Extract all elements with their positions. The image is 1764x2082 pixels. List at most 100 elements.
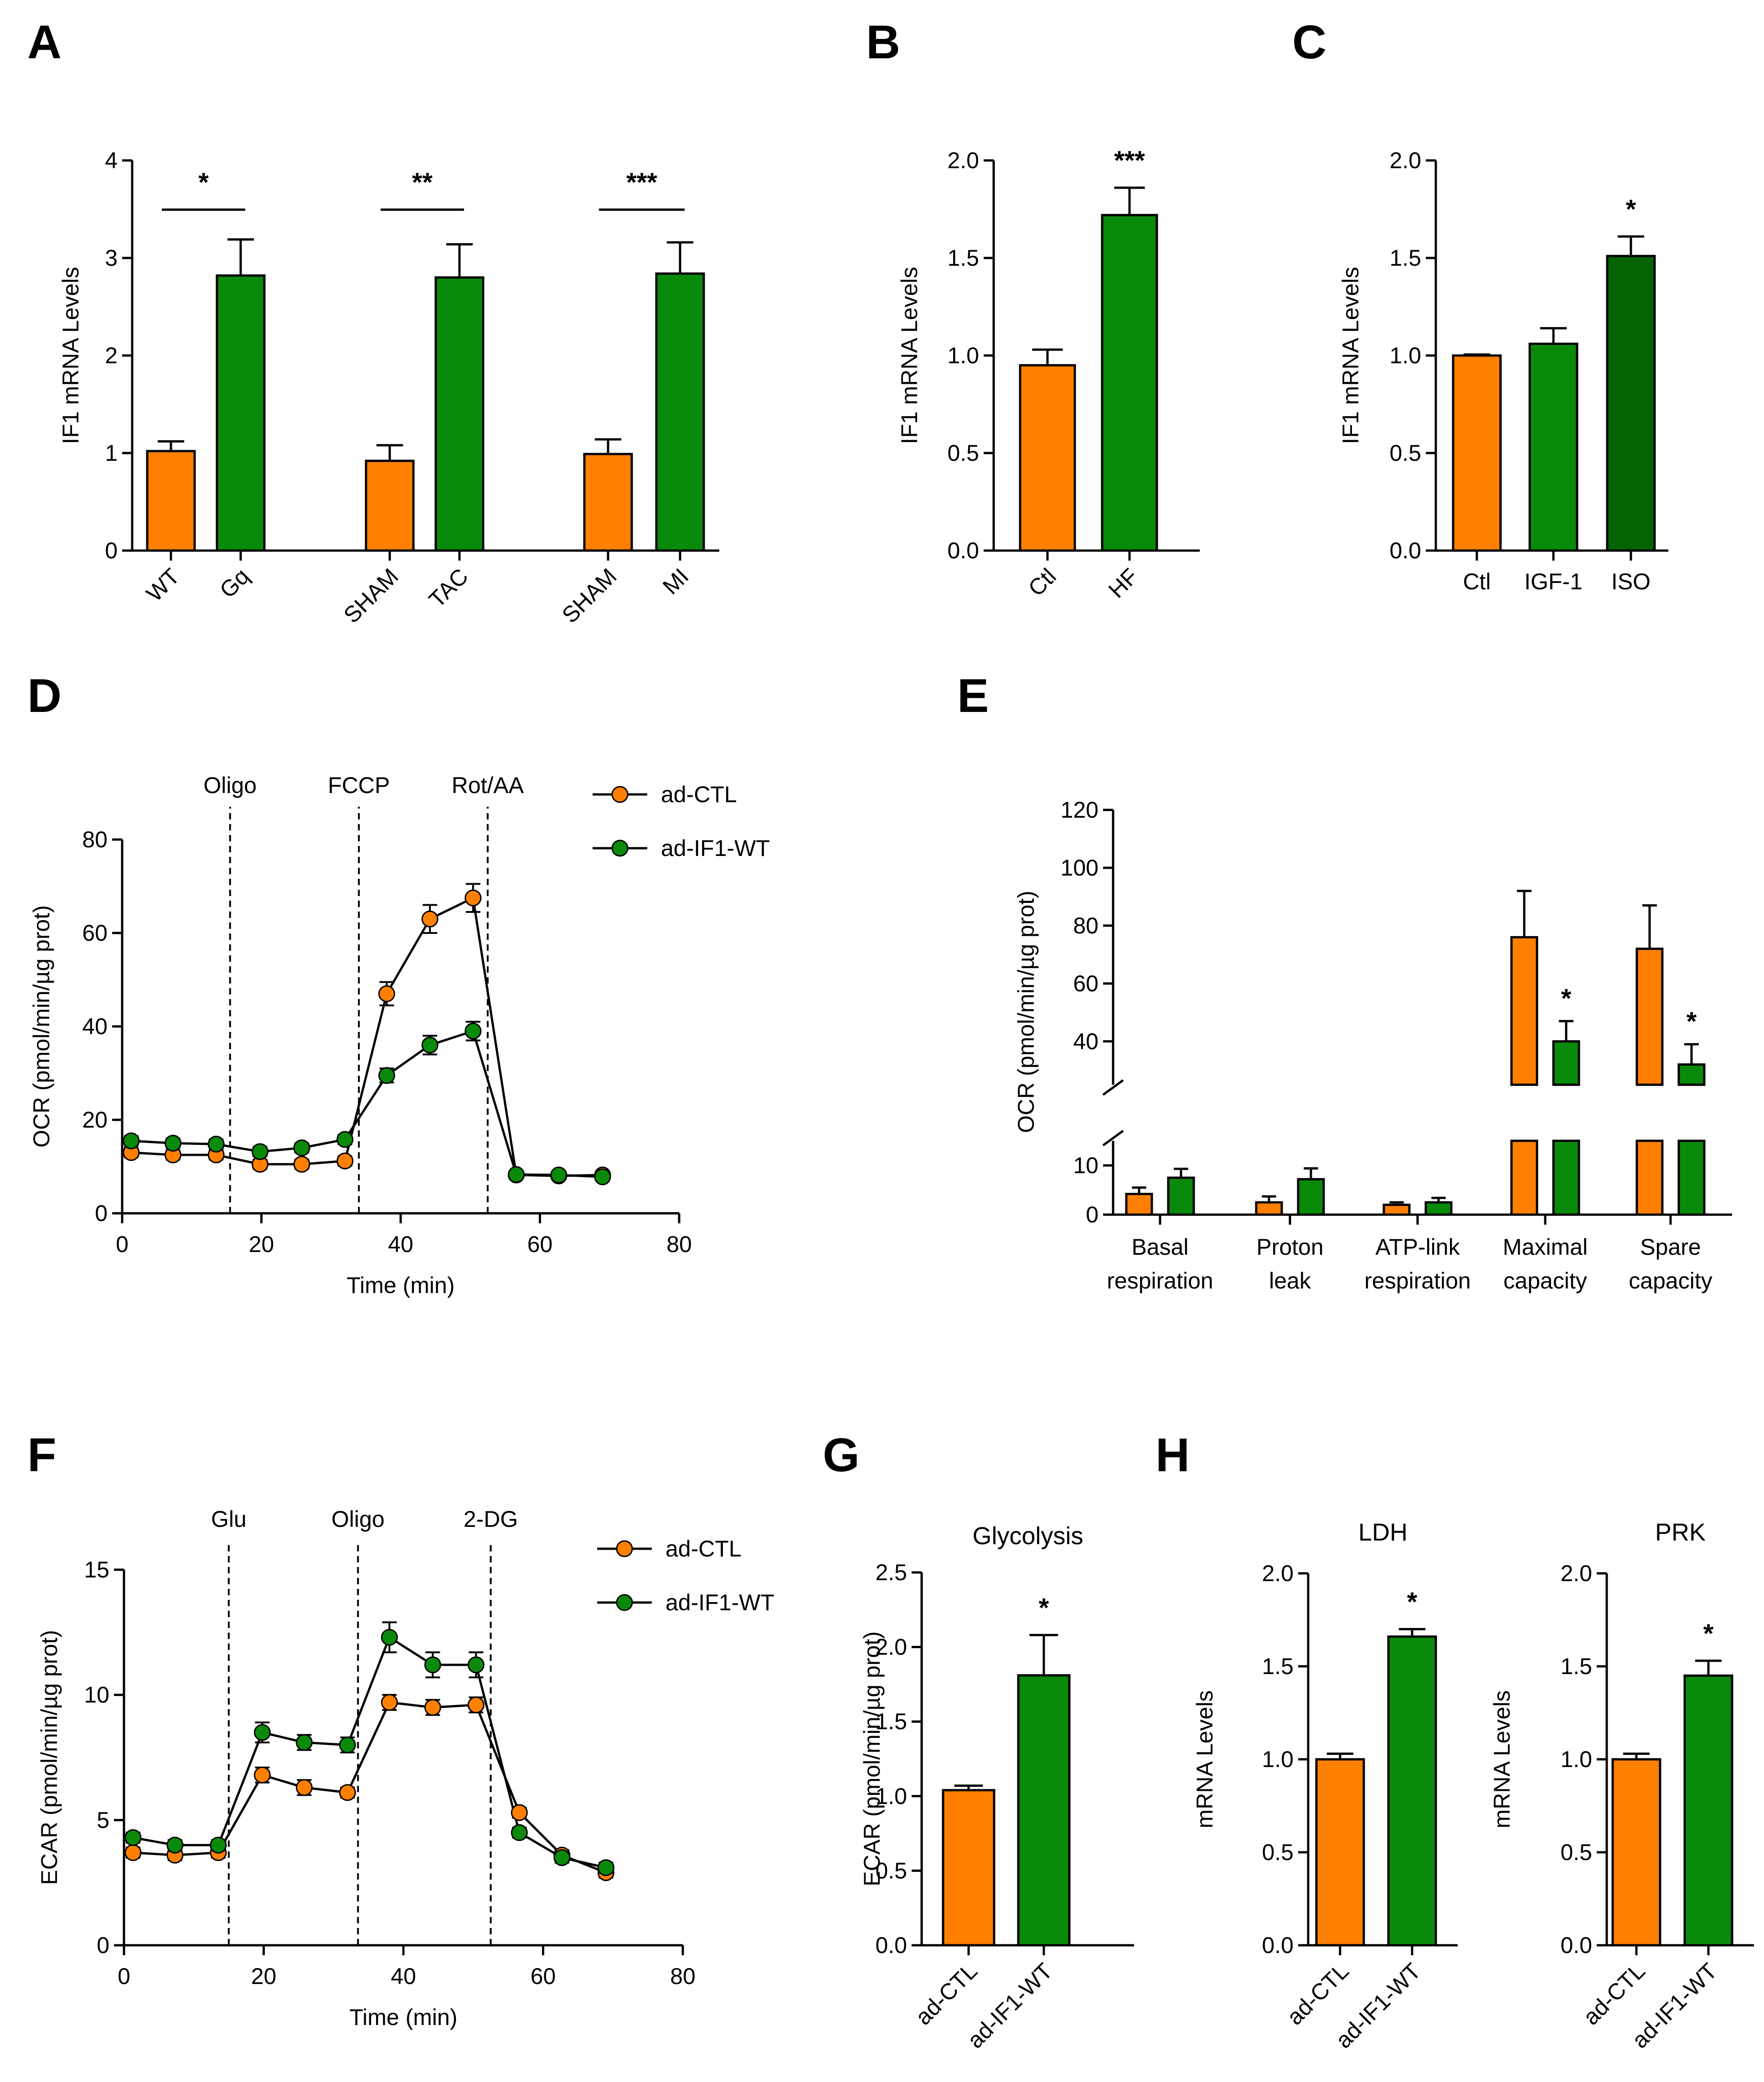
panel-h-ldh-y-tick-label: 1.0 xyxy=(1262,1747,1294,1772)
panel-d-x-tick-label: 40 xyxy=(388,1232,413,1257)
panel-e-group-label: leak xyxy=(1269,1268,1311,1294)
panel-a-bar xyxy=(146,450,196,552)
panel-g-y-tick-label: 0.5 xyxy=(875,1858,907,1883)
panel-e-bar-upper xyxy=(1635,948,1664,1086)
panel-e-bar-upper xyxy=(1677,1063,1706,1086)
panel-h-prk-title: PRK xyxy=(1655,1519,1706,1546)
panel-f-data-point xyxy=(597,1859,614,1876)
panel-d-y-tick-label: 40 xyxy=(82,1014,108,1039)
panel-f-injection-label: Oligo xyxy=(331,1506,385,1532)
panel-d-y-axis-label: OCR (pmol/min/µg prot) xyxy=(29,905,54,1148)
panel-d-data-point xyxy=(336,1131,354,1148)
panel-f-y-tick-label: 10 xyxy=(84,1682,109,1708)
panel-c-significance-mark: * xyxy=(1626,195,1636,224)
panel-f-y-tick-label: 15 xyxy=(84,1557,109,1582)
panel-a-bar xyxy=(216,274,266,552)
panel-a-y-tick-label: 3 xyxy=(105,245,118,271)
panel-e-bar-lower xyxy=(1552,1139,1580,1216)
panel-a-bar xyxy=(583,453,633,552)
panel-d-legend-marker xyxy=(611,786,629,803)
panel-a-bar xyxy=(365,459,415,552)
panel-c-bar xyxy=(1528,342,1578,552)
panel-f-data-point xyxy=(295,1779,313,1796)
panel-c-y-tick-label: 1.0 xyxy=(1389,343,1421,368)
panel-b-bar xyxy=(1101,214,1158,552)
panel-b-y-tick-label: 2.0 xyxy=(947,148,979,173)
panel-d-data-point xyxy=(207,1135,225,1153)
panel-label-F: F xyxy=(27,1429,57,1482)
panel-h-prk-y-axis-label: mRNA Levels xyxy=(1489,1690,1515,1829)
panel-h-ldh-bar xyxy=(1387,1635,1437,1947)
panel-e-axis-break-mark xyxy=(1102,1079,1124,1096)
panel-label-C: C xyxy=(1292,16,1326,69)
panel-e-group-label: Maximal xyxy=(1503,1234,1588,1260)
panel-f-data-point xyxy=(467,1656,485,1674)
panel-f-data-point xyxy=(553,1849,571,1866)
panel-f-legend-label: ad-IF1-WT xyxy=(665,1590,774,1615)
panel-e-significance-mark: * xyxy=(1687,1007,1697,1036)
panel-e-bar-lower xyxy=(1677,1139,1706,1216)
panel-d-legend-label: ad-CTL xyxy=(661,782,737,807)
panel-f-injection-label: 2-DG xyxy=(464,1506,518,1532)
panel-e-significance-mark: * xyxy=(1561,984,1572,1013)
panel-e-group-label: ATP-link xyxy=(1375,1234,1460,1260)
panel-d-x-tick-label: 0 xyxy=(116,1232,129,1257)
panel-c-y-tick-label: 1.5 xyxy=(1389,245,1421,271)
panel-f-legend-marker xyxy=(616,1594,633,1611)
panel-e-bar-upper xyxy=(1552,1040,1580,1086)
panel-e-y-tick-label: 80 xyxy=(1073,913,1099,938)
panel-b-significance-mark: *** xyxy=(1114,146,1145,175)
panel-f-x-tick-label: 80 xyxy=(670,1963,696,1989)
panel-c-y-tick-label: 2.0 xyxy=(1389,148,1421,173)
panel-a-significance-mark: * xyxy=(198,168,209,197)
panel-d-data-point xyxy=(508,1166,525,1183)
panel-h-prk-y-tick-label: 0.0 xyxy=(1560,1933,1592,1958)
panel-f-data-point xyxy=(124,1844,142,1861)
panel-f-data-point xyxy=(124,1829,142,1846)
panel-g-y-tick-label: 2.5 xyxy=(875,1560,907,1585)
panel-label-G: G xyxy=(823,1429,860,1482)
panel-d-data-point xyxy=(421,910,438,928)
panel-c-y-tick-label: 0.0 xyxy=(1389,538,1421,563)
panel-d-data-point xyxy=(251,1143,268,1160)
panel-e-group-label: respiration xyxy=(1364,1268,1470,1294)
panel-e-y-axis-label: OCR (pmol/min/µg prot) xyxy=(1013,891,1039,1133)
panel-c-x-tick-label: Ctl xyxy=(1463,569,1491,594)
panel-d-y-tick-label: 0 xyxy=(95,1201,108,1226)
panel-e-group-label: respiration xyxy=(1107,1268,1213,1294)
panel-b-y-tick-label: 1.5 xyxy=(947,245,979,271)
panel-label-B: B xyxy=(866,16,900,69)
panel-e-bar-lower xyxy=(1510,1139,1538,1216)
panel-g-bar xyxy=(942,1789,995,1947)
panel-d-y-tick-label: 60 xyxy=(82,920,108,946)
panel-e-group-label: Spare xyxy=(1640,1234,1701,1260)
panel-f-data-point xyxy=(511,1804,528,1821)
panel-label-H: H xyxy=(1155,1429,1190,1482)
panel-f-data-point xyxy=(295,1734,313,1751)
panel-h-prk-y-tick-label: 0.5 xyxy=(1560,1840,1592,1865)
panel-f-legend-label: ad-CTL xyxy=(665,1536,742,1562)
panel-b-y-tick-label: 0.0 xyxy=(947,538,979,563)
panel-b-bar xyxy=(1019,364,1076,552)
panel-h-ldh-y-axis-label: mRNA Levels xyxy=(1192,1690,1217,1829)
panel-c-y-axis-label: IF1 mRNA Levels xyxy=(1338,267,1363,444)
panel-c-x-tick-label: IGF-1 xyxy=(1524,569,1583,594)
panel-e-y-tick-label: 100 xyxy=(1061,855,1099,881)
panel-f-injection-label: Glu xyxy=(211,1506,247,1532)
panel-f-legend-marker xyxy=(616,1540,633,1557)
panel-f-y-axis-label: ECAR (pmol/min/µg prot) xyxy=(36,1630,62,1885)
panel-g-y-tick-label: 1.0 xyxy=(875,1783,907,1809)
panel-e-y-tick-label: 120 xyxy=(1061,797,1099,823)
panel-e-bar xyxy=(1125,1193,1153,1216)
panel-g-significance-mark: * xyxy=(1039,1593,1049,1623)
panel-e-group-label: capacity xyxy=(1503,1268,1587,1294)
panel-d-injection-label: Oligo xyxy=(203,773,257,798)
panel-f-data-point xyxy=(339,1784,356,1801)
panel-e-y-tick-label: 0 xyxy=(1086,1202,1099,1227)
panel-f-data-point xyxy=(253,1724,271,1741)
panel-e-bar-lower xyxy=(1635,1139,1664,1216)
panel-f-data-point xyxy=(381,1694,398,1711)
panel-e-axis-break-mark xyxy=(1102,1129,1124,1147)
panel-e-group-label: Basal xyxy=(1131,1234,1188,1260)
